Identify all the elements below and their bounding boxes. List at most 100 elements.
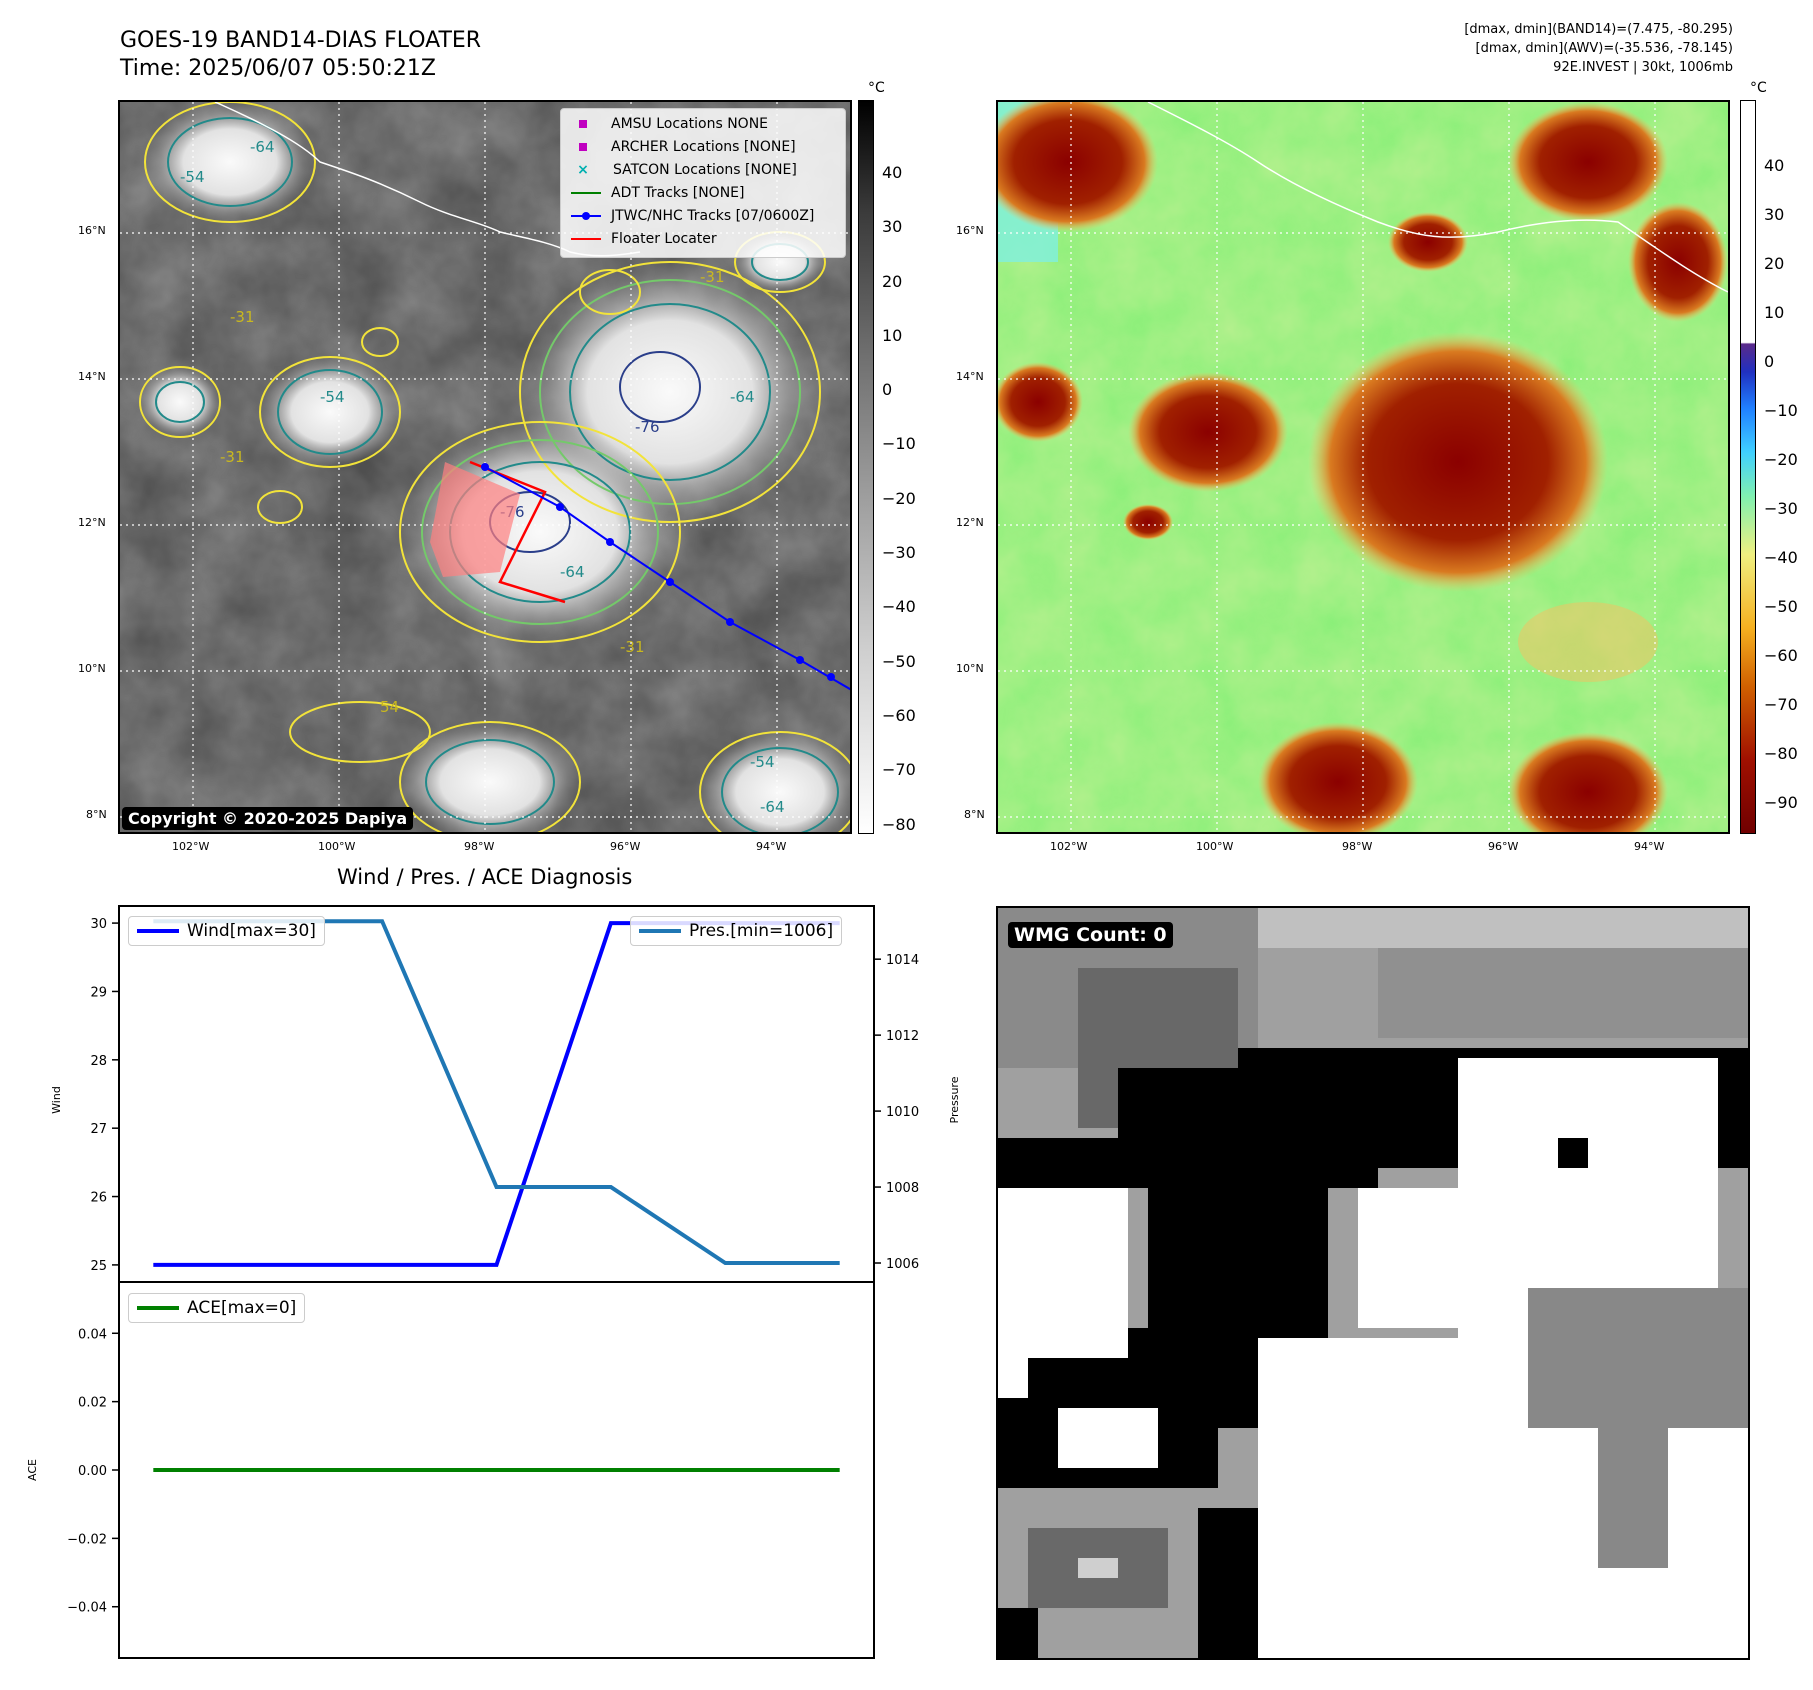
- contour-label: 54: [380, 698, 399, 716]
- contour-label: -31: [620, 638, 645, 656]
- ace-axis: 0.04 0.02 0.00 −0.02 −0.04: [67, 1327, 119, 1616]
- colorbar-tick: −10: [882, 434, 916, 454]
- wind-legend: Wind[max=30]: [128, 916, 325, 946]
- lon-tick: 100°W: [318, 840, 356, 853]
- colorbar-tick: 40: [1764, 156, 1785, 175]
- colorbar-tick: 40: [882, 163, 903, 182]
- wind-tick-label: 25: [90, 1259, 107, 1274]
- lon-tick: 102°W: [172, 840, 210, 853]
- wind-series-line: [153, 921, 840, 1267]
- series-layer: [153, 919, 840, 1472]
- legend-item-amsu: AMSU Locations NONE: [571, 113, 814, 136]
- wind-tick-label: 27: [90, 1122, 107, 1137]
- contour-label: -64: [730, 388, 755, 406]
- wind-tick-label: 30: [90, 917, 107, 932]
- contour-label: -64: [760, 798, 785, 816]
- wind-tick-label: 28: [90, 1054, 107, 1069]
- legend-item-floater: Floater Locater: [571, 228, 814, 251]
- wind-ylabel: Wind: [50, 1086, 63, 1114]
- contour-label: -54: [320, 388, 345, 406]
- line-icon: [571, 192, 601, 194]
- lon-tick: 102°W: [1050, 840, 1088, 853]
- lat-tick: 12°N: [956, 516, 984, 529]
- floater-area: [430, 462, 520, 577]
- ace-legend: ACE[max=0]: [128, 1293, 306, 1323]
- colorbar1-ticks: 40 30 20 10 0 −10 −20 −30 −40 −50 −60 −7…: [882, 146, 916, 852]
- pressure-tick-label: 1006: [886, 1257, 919, 1272]
- square-icon: [579, 120, 587, 128]
- ace-tick-label: −0.04: [67, 1601, 107, 1616]
- lat-tick: 10°N: [956, 662, 984, 675]
- colorbar-unit: °C: [1750, 80, 1767, 96]
- lon-tick: 98°W: [464, 840, 495, 853]
- contour-label: -31: [230, 308, 255, 326]
- colorbar-tick: −70: [1764, 695, 1798, 714]
- jtwc-track-points: [481, 463, 835, 681]
- ace-ylabel: ACE: [26, 1459, 39, 1481]
- colorbar-tick: 10: [1764, 303, 1785, 322]
- x-icon: ×: [577, 162, 589, 178]
- square-icon: [579, 143, 587, 151]
- colorbar2-ticks: 40 30 20 10 0 −10 −20 −30 −40 −50 −60 −7…: [1764, 141, 1798, 827]
- cloud-clusters: [140, 102, 850, 832]
- contour-label: -76: [635, 418, 660, 436]
- legend-item-archer: ARCHER Locations [NONE]: [571, 136, 814, 159]
- chart-timestamp: Time: 2025/06/07 05:50:21Z: [120, 56, 436, 81]
- pressure-ylabel: Pressure: [948, 1076, 960, 1123]
- chart-title: GOES-19 BAND14-DIAS FLOATER: [120, 28, 482, 53]
- wmg-imagery: [998, 908, 1748, 1658]
- pressure-tick-label: 1008: [886, 1181, 919, 1196]
- storm-info: 92E.INVEST | 30kt, 1006mb: [1553, 60, 1733, 75]
- contour-label: -31: [220, 448, 245, 466]
- contour-label: -54: [750, 753, 775, 771]
- ace-tick-label: 0.02: [78, 1396, 107, 1411]
- ace-tick-label: −0.02: [67, 1532, 107, 1547]
- colorbar-tick: 0: [882, 380, 893, 400]
- pressure-axis: 1014 1012 1010 1008 1006: [874, 953, 919, 1272]
- colorbar-tick: −40: [1764, 548, 1798, 567]
- band14-range: [dmax, dmin](BAND14)=(7.475, -80.295): [1464, 22, 1733, 37]
- contour-label: -54: [180, 168, 205, 186]
- lat-tick: 16°N: [956, 224, 984, 237]
- ir-imagery-panel: -54 -64 -31 -54 -64 -76 -76 -31 -64 -54 …: [118, 100, 852, 834]
- colorbar-tick: 20: [882, 271, 903, 291]
- legend-item-adt: ADT Tracks [NONE]: [571, 182, 814, 205]
- copyright-badge: Copyright © 2020-2025 Dapiya: [122, 807, 414, 830]
- awv-colorbar: [1740, 100, 1756, 834]
- colorbar-tick: 20: [1764, 254, 1785, 273]
- lat-tick: 12°N: [78, 516, 106, 529]
- legend-item-jtwc: JTWC/NHC Tracks [07/0600Z]: [571, 205, 814, 228]
- wind-axis: 30 29 28 27 26 25: [90, 917, 119, 1274]
- lat-tick: 8°N: [86, 808, 107, 821]
- coastline: [1147, 102, 1728, 293]
- colorbar-tick: −70: [882, 760, 916, 780]
- lat-tick: 16°N: [78, 224, 106, 237]
- lon-tick: 94°W: [1634, 840, 1665, 853]
- colorbar-tick: 10: [882, 325, 903, 345]
- wind-tick-label: 26: [90, 1191, 107, 1206]
- contour-label: -64: [560, 563, 585, 581]
- awv-imagery-panel: [996, 100, 1730, 834]
- temperature-contours: [139, 102, 850, 832]
- colorbar-tick: 0: [1764, 352, 1775, 371]
- line-icon: [571, 238, 601, 240]
- lon-tick: 98°W: [1342, 840, 1373, 853]
- map-grid: [998, 102, 1728, 832]
- map-legend: AMSU Locations NONE ARCHER Locations [NO…: [560, 108, 846, 258]
- line-icon: [137, 1306, 179, 1310]
- line-icon: [639, 929, 681, 933]
- contour-label: -64: [250, 138, 275, 156]
- colorbar-tick: −60: [882, 705, 916, 725]
- wind-tick-label: 29: [90, 985, 107, 1000]
- colorbar-tick: −40: [882, 597, 916, 617]
- colorbar-tick: −80: [882, 814, 916, 834]
- colorbar-tick: −60: [1764, 646, 1798, 665]
- floater-locater-track: [469, 460, 566, 604]
- colorbar-tick: −10: [1764, 401, 1798, 420]
- lat-tick: 14°N: [956, 370, 984, 383]
- lon-tick: 96°W: [610, 840, 641, 853]
- line-dot-icon: [571, 212, 601, 220]
- awv-range: [dmax, dmin](AWV)=(-35.536, -78.145): [1475, 41, 1733, 56]
- ace-tick-label: 0.00: [78, 1464, 107, 1479]
- pressure-tick-label: 1010: [886, 1105, 919, 1120]
